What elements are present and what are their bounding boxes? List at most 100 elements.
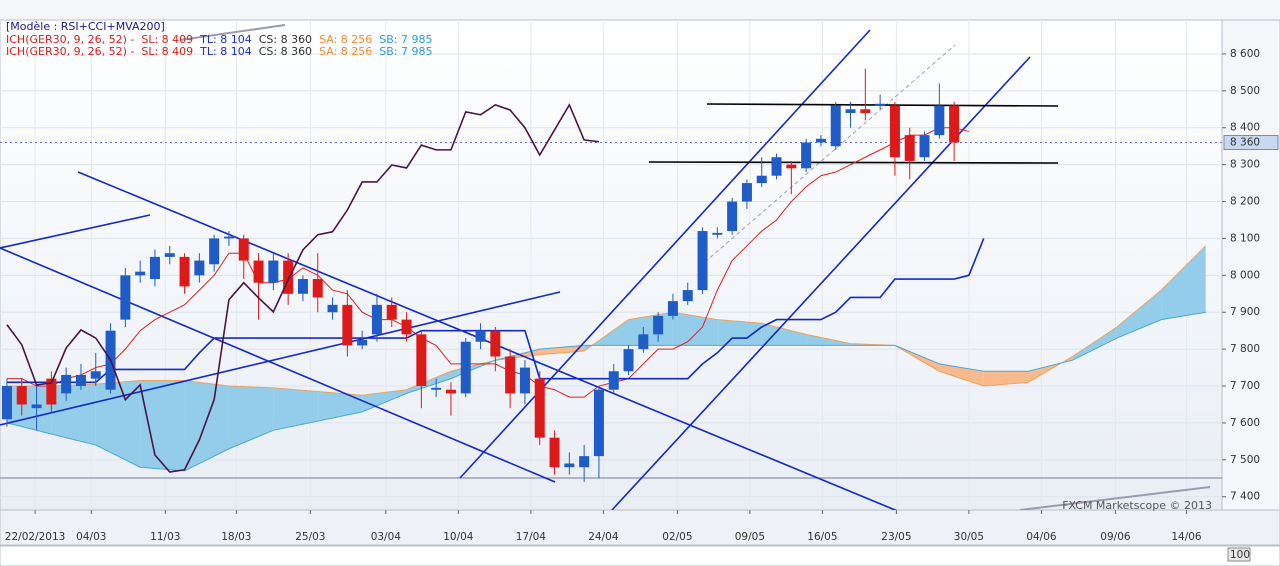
candle-body — [223, 236, 234, 239]
candle-body — [16, 386, 27, 405]
trendline — [1019, 486, 1211, 510]
candle-body — [490, 330, 501, 357]
cloud-segment — [1161, 245, 1206, 320]
x-tick-label: 18/03 — [221, 531, 251, 543]
legend-item: SB: 7 985 — [379, 45, 432, 58]
y-tick-label: 7 800 — [1230, 343, 1260, 355]
legend-item: ICH(GER30, 9, 26, 52) - — [6, 33, 134, 46]
candle-body — [919, 135, 930, 158]
candle-body — [371, 304, 382, 335]
candle-body — [46, 378, 57, 405]
legend-item: SL: 8 409 — [141, 45, 193, 58]
lower-panel-box — [1227, 547, 1251, 562]
candle-body — [786, 164, 797, 169]
cloud-segment — [983, 371, 1029, 387]
candle-body — [268, 260, 279, 283]
legend-item: SL: 8 409 — [141, 33, 193, 46]
x-tick-label: 11/03 — [150, 531, 180, 543]
y-tick-label: 7 600 — [1230, 417, 1260, 429]
model-label: [Modèle : RSI+CCI+MVA200] — [6, 20, 165, 33]
legend-item: SB: 7 985 — [379, 33, 432, 46]
candle-body — [179, 256, 190, 287]
x-tick-label: 10/04 — [443, 531, 474, 543]
x-tick-label: 09/06 — [1100, 531, 1131, 543]
candle-body — [342, 304, 353, 346]
lower-panel-label: 100 — [1230, 549, 1250, 561]
candle-body — [416, 334, 427, 387]
cloud-segment — [761, 323, 807, 346]
x-tick-label: 23/05 — [881, 531, 911, 543]
trendline — [0, 214, 151, 249]
legend-item: TL: 8 104 — [199, 45, 252, 58]
trendline — [77, 171, 898, 510]
x-tick-label: 14/06 — [1171, 531, 1202, 543]
trendline — [0, 247, 556, 483]
candle-body — [845, 109, 856, 113]
x-tick-label: 25/03 — [295, 531, 325, 543]
candle-body — [431, 387, 442, 390]
candle-body — [712, 232, 723, 235]
candle-body — [549, 437, 560, 468]
y-tick-label: 8 300 — [1230, 159, 1260, 171]
candle-body — [949, 105, 960, 143]
cloud-segment — [1072, 326, 1117, 361]
candle-body — [697, 231, 708, 291]
candle-body — [327, 304, 338, 313]
candle-body — [815, 138, 826, 143]
candle-body — [75, 374, 86, 387]
candle-body — [238, 238, 249, 261]
candle-body — [727, 201, 738, 232]
candle-body — [519, 367, 530, 394]
candle-body — [860, 109, 871, 113]
channel-mid — [704, 44, 956, 263]
x-tick-label: 17/04 — [516, 531, 547, 543]
candle-body — [593, 389, 604, 457]
trendlines — [0, 24, 1222, 510]
tenkan-line — [6, 127, 970, 398]
candle-body — [135, 271, 146, 276]
cloud-segment — [51, 384, 96, 446]
y-tick-label: 8 200 — [1230, 196, 1260, 208]
candle-body — [61, 374, 72, 394]
candle-body — [904, 135, 915, 161]
y-tick-label: 8 000 — [1230, 269, 1260, 281]
candle-body — [386, 304, 397, 320]
candle-body — [149, 256, 160, 280]
candle-body — [741, 183, 752, 202]
candle-body — [682, 290, 693, 302]
candle-body — [90, 371, 101, 379]
candle-body — [312, 279, 323, 298]
watermark: FXCM Marketscope © 2013 — [1062, 499, 1212, 512]
y-tick-label: 8 400 — [1230, 122, 1260, 134]
price-axis — [1221, 19, 1280, 511]
candle-body — [667, 301, 678, 316]
channel-line — [611, 56, 1031, 510]
x-tick-label: 16/05 — [807, 531, 837, 543]
candle-body — [460, 341, 471, 394]
cloud-segment — [228, 386, 274, 449]
time-axis — [0, 509, 1280, 546]
y-tick-label: 7 400 — [1230, 491, 1260, 503]
trendline — [0, 291, 561, 426]
support-line — [648, 161, 1059, 164]
legend-item: TL: 8 104 — [199, 33, 252, 46]
cloud-line — [6, 245, 1207, 396]
candle-body — [771, 157, 782, 176]
candle-body — [889, 105, 900, 158]
candle-body — [564, 463, 575, 468]
candle-body — [623, 349, 634, 372]
cloud-line — [6, 311, 1206, 472]
x-tick-label: 03/04 — [371, 531, 402, 543]
x-tick-label: 04/03 — [76, 531, 106, 543]
legend-item: SA: 8 256 — [319, 45, 372, 58]
cloud-segment — [140, 380, 185, 471]
candle-body — [505, 356, 516, 394]
y-tick-label: 8 500 — [1230, 85, 1260, 97]
x-tick-label: 22/02/2013 — [5, 531, 66, 543]
y-tick-label: 8 600 — [1230, 48, 1260, 60]
candle-body — [357, 339, 368, 346]
cloud-segment — [95, 380, 141, 468]
candle-body — [209, 238, 220, 265]
candle-body — [253, 260, 264, 283]
x-tick-label: 09/05 — [735, 531, 765, 543]
